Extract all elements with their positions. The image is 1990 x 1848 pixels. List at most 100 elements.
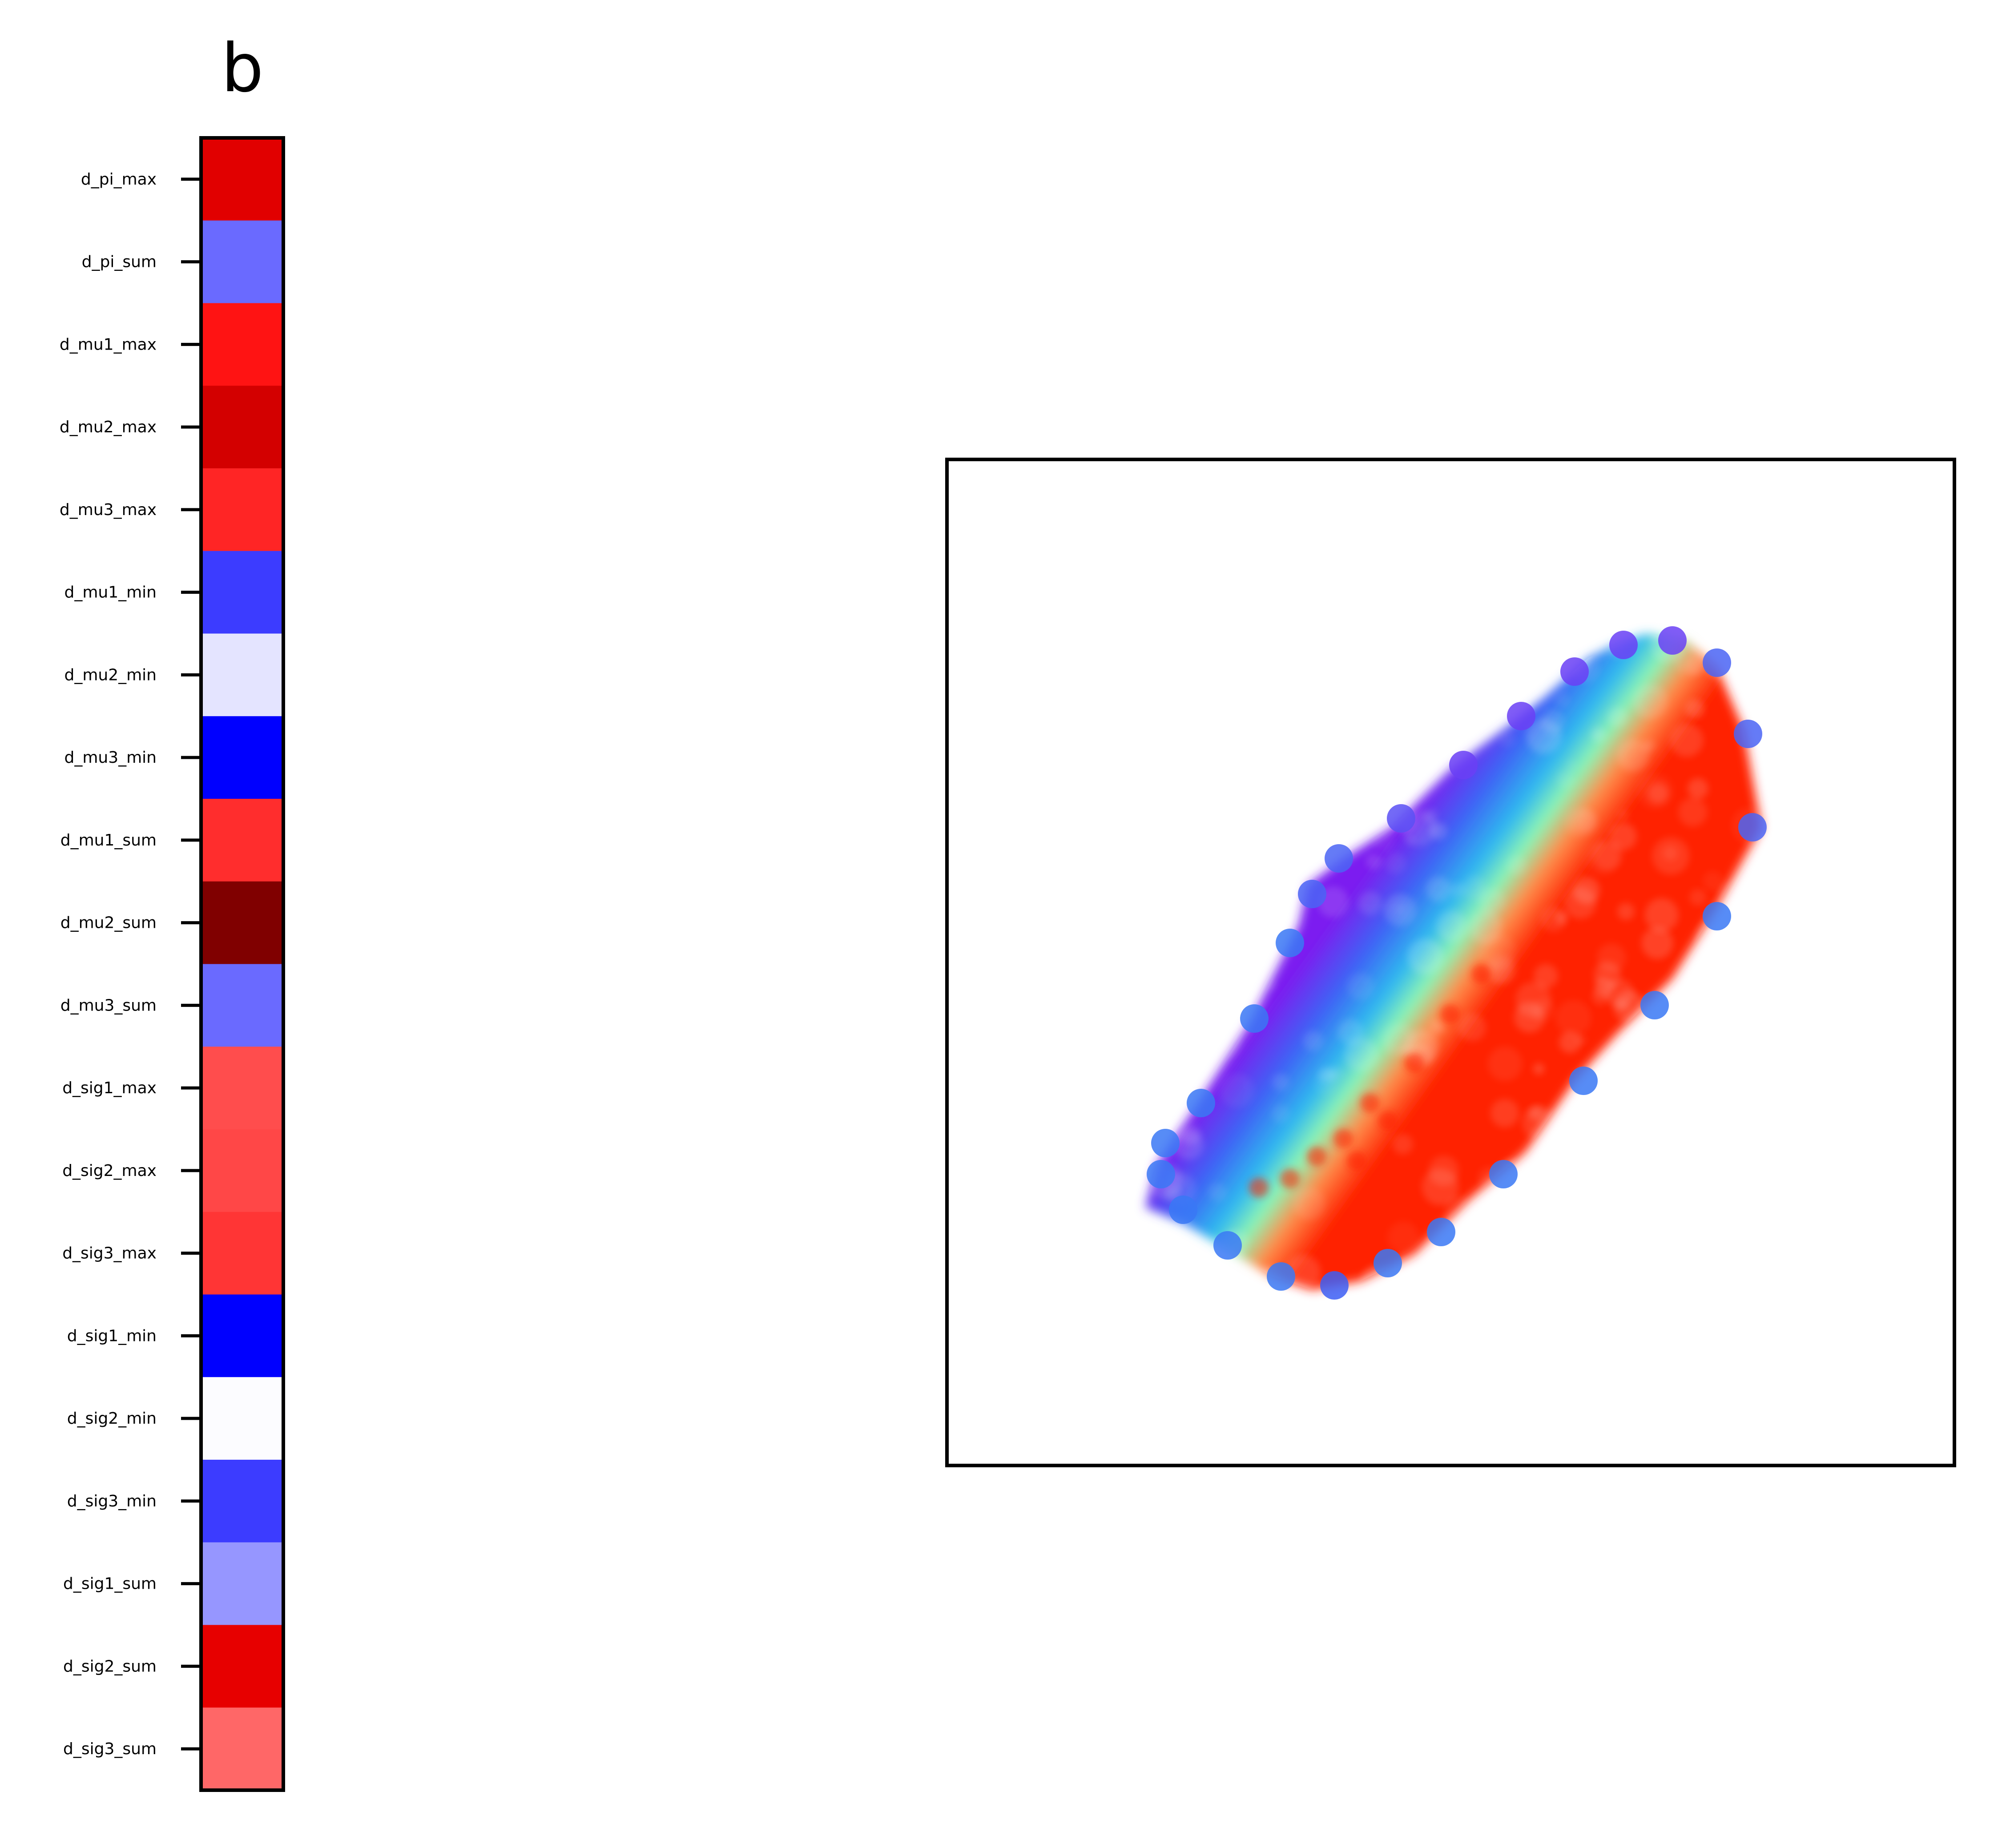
edge-dot bbox=[1240, 1004, 1269, 1033]
texture-spot bbox=[1423, 808, 1438, 823]
texture-spot bbox=[1688, 778, 1708, 799]
heatmap-cell-d-sig3-sum bbox=[201, 1707, 283, 1791]
texture-spot bbox=[1556, 770, 1575, 789]
texture-spot bbox=[1689, 889, 1707, 906]
texture-spot bbox=[1554, 692, 1570, 708]
texture-hotspot bbox=[1378, 1111, 1398, 1131]
texture-spot bbox=[1478, 888, 1506, 915]
texture-spot bbox=[1594, 961, 1621, 989]
tissue-blob bbox=[1145, 626, 1767, 1300]
heatmap-cell-d-mu1-min bbox=[201, 551, 283, 634]
heatmap-cell-d-pi-sum bbox=[201, 220, 283, 304]
texture-spot bbox=[1458, 1013, 1486, 1042]
heatmap-frame bbox=[199, 136, 285, 1792]
ytick-label: d_mu1_min bbox=[64, 584, 157, 602]
heatmap-cell-d-sig2-max bbox=[201, 1129, 283, 1212]
heatmap-cell-d-pi-max bbox=[201, 138, 283, 221]
texture-spot bbox=[1617, 902, 1635, 920]
edge-dot bbox=[1187, 1089, 1215, 1117]
edge-dot bbox=[1640, 991, 1669, 1019]
ytick-label: d_sig1_min bbox=[67, 1327, 157, 1345]
panel-title: b bbox=[221, 30, 263, 107]
texture-spot bbox=[1272, 1104, 1290, 1123]
texture-spot bbox=[1347, 973, 1374, 1000]
edge-dot bbox=[1267, 1262, 1295, 1291]
texture-spot bbox=[1180, 1124, 1201, 1145]
texture-spot bbox=[1209, 1183, 1227, 1201]
edge-dot bbox=[1489, 1160, 1518, 1188]
ytick-label: d_mu1_sum bbox=[60, 831, 157, 850]
texture-spot bbox=[1407, 938, 1444, 975]
edge-dot bbox=[1276, 929, 1304, 957]
texture-spot bbox=[1384, 894, 1416, 926]
texture-hotspot bbox=[1405, 1053, 1424, 1073]
ytick-label: d_sig2_sum bbox=[63, 1657, 157, 1675]
texture-spot bbox=[1387, 1221, 1420, 1254]
heatmap-cell-d-mu1-sum bbox=[201, 799, 283, 882]
heatmap-cell-d-sig1-max bbox=[201, 1047, 283, 1130]
texture-spot bbox=[1358, 891, 1382, 915]
texture-spot bbox=[1632, 684, 1668, 719]
edge-dot bbox=[1449, 751, 1478, 779]
edge-dot bbox=[1507, 702, 1535, 730]
heatmap-cell-d-sig1-sum bbox=[201, 1542, 283, 1626]
edge-dot bbox=[1325, 844, 1353, 873]
heatmap-cell-d-mu3-min bbox=[201, 716, 283, 799]
edge-dot bbox=[1320, 1271, 1349, 1300]
texture-spot bbox=[1609, 822, 1637, 850]
ytick-label: d_sig2_max bbox=[62, 1162, 157, 1180]
edge-dot bbox=[1658, 626, 1687, 655]
texture-spot bbox=[1436, 910, 1467, 942]
blob-edge bbox=[1147, 626, 1767, 1300]
texture-spot bbox=[1487, 1046, 1523, 1081]
texture-spot bbox=[1219, 1073, 1254, 1108]
heatmap-cell-d-mu3-sum bbox=[201, 964, 283, 1047]
texture-spot bbox=[1344, 1037, 1378, 1072]
texture-spot bbox=[1373, 831, 1394, 853]
texture-spot bbox=[1430, 822, 1447, 840]
spatial-map bbox=[945, 458, 1956, 1467]
ytick-label: d_sig3_sum bbox=[63, 1740, 157, 1758]
ytick-label: d_mu3_max bbox=[60, 501, 157, 519]
heatmap-cell-d-sig2-min bbox=[201, 1377, 283, 1460]
texture-spot bbox=[1382, 1023, 1416, 1056]
texture-spot bbox=[1685, 699, 1705, 719]
texture-spot bbox=[1607, 707, 1627, 727]
texture-spot bbox=[1618, 809, 1629, 821]
texture-spot bbox=[1533, 1063, 1545, 1075]
texture-spot bbox=[1617, 739, 1649, 772]
texture-hotspot bbox=[1360, 1093, 1380, 1113]
texture-spot bbox=[1272, 1073, 1289, 1091]
ytick-label: d_pi_sum bbox=[82, 253, 157, 271]
texture-spot bbox=[1526, 718, 1562, 754]
edge-dot bbox=[1738, 813, 1767, 841]
heatmap-cell-d-sig1-min bbox=[201, 1294, 283, 1377]
edge-dot bbox=[1151, 1129, 1180, 1157]
texture-spot bbox=[1592, 987, 1609, 1005]
texture-spot bbox=[1528, 1105, 1544, 1121]
texture-spot bbox=[1678, 797, 1708, 827]
heatmap-cell-d-mu3-max bbox=[201, 468, 283, 552]
texture-spot bbox=[1541, 906, 1566, 932]
edge-dot bbox=[1734, 720, 1762, 748]
ytick-label: d_mu1_max bbox=[60, 335, 157, 354]
heatmap-cell-d-mu2-min bbox=[201, 633, 283, 717]
ytick-label: d_sig1_max bbox=[62, 1079, 157, 1097]
ytick-label: d_mu2_min bbox=[64, 666, 157, 684]
ytick-label: d_mu2_max bbox=[60, 418, 157, 436]
heatmap-cells bbox=[201, 138, 283, 1791]
texture-spot bbox=[1450, 882, 1465, 898]
texture-spot bbox=[1532, 999, 1555, 1022]
edge-dot bbox=[1703, 648, 1731, 677]
heatmap-cell-d-mu1-max bbox=[201, 303, 283, 386]
texture-spot bbox=[1585, 841, 1619, 875]
texture-spot bbox=[1555, 1000, 1592, 1036]
texture-spot bbox=[1559, 1031, 1581, 1053]
edge-dot bbox=[1560, 657, 1589, 686]
ytick-label: d_mu3_min bbox=[64, 749, 157, 767]
texture-spot bbox=[1644, 898, 1679, 932]
texture-spot bbox=[1393, 1134, 1413, 1155]
texture-spot bbox=[1652, 837, 1690, 875]
texture-spot bbox=[1385, 853, 1406, 874]
